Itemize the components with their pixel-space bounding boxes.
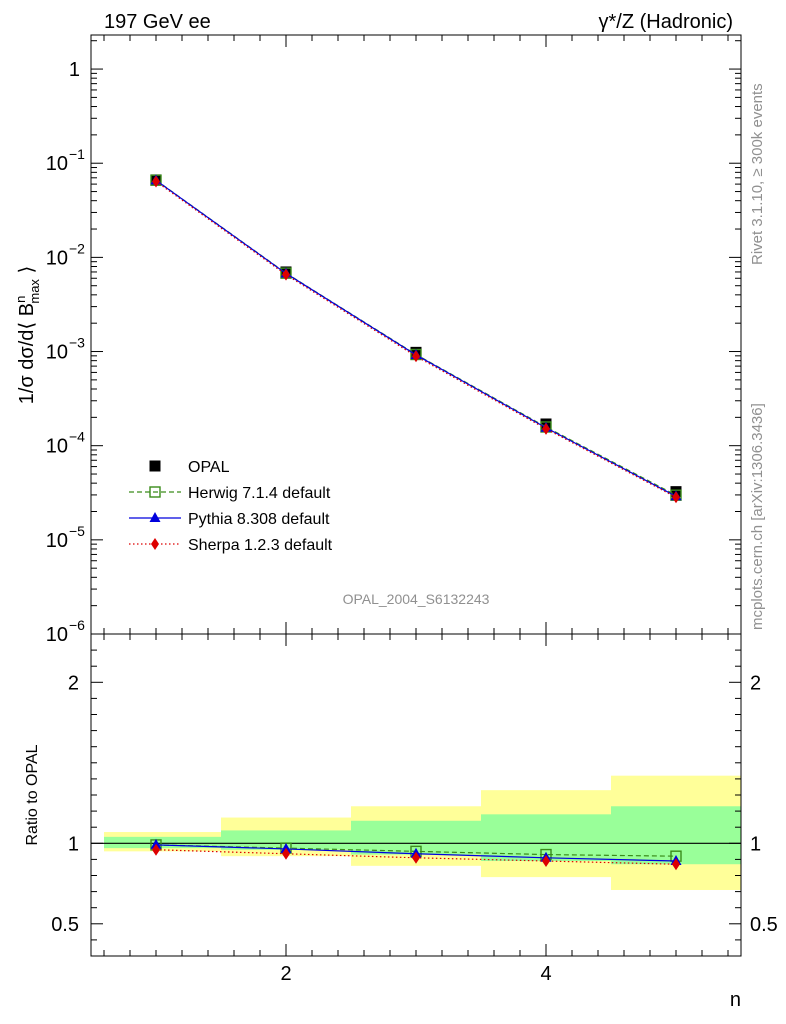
main-ytick-label: 1 xyxy=(69,59,80,81)
ratio-panel: 0.5 0.5 1 1 2 2 2 4 Ratio to OPAL n xyxy=(24,633,778,1011)
ratio-sherpa-point xyxy=(152,843,160,856)
ratio-ytick-label-left: 1 xyxy=(68,833,79,855)
main-ytick-exp: −3 xyxy=(69,335,85,351)
legend-marker-pythia xyxy=(149,512,161,522)
ratio-sherpa-point xyxy=(542,855,550,868)
watermark: OPAL_2004_S6132243 xyxy=(343,591,490,607)
main-ytick-exp: −5 xyxy=(69,523,85,539)
ratio-ytick-label-left: 0.5 xyxy=(51,914,79,936)
legend-label-sherpa: Sherpa 1.2.3 default xyxy=(188,537,333,554)
ratio-ylabel: Ratio to OPAL xyxy=(24,744,41,845)
ratio-xtick-label: 2 xyxy=(280,963,291,985)
legend-label-pythia: Pythia 8.308 default xyxy=(188,511,330,528)
main-ytick-exp: −6 xyxy=(69,617,85,633)
legend-marker-opal xyxy=(149,460,161,472)
sherpa-point xyxy=(412,350,420,363)
main-ytick-exp: −1 xyxy=(69,146,85,162)
main-ytick-label: 10 xyxy=(46,342,68,364)
sherpa-point xyxy=(542,422,550,435)
ratio-xtick-label: 4 xyxy=(540,963,551,985)
rivet-label: Rivet 3.1.10, ≥ 300k events xyxy=(749,83,766,265)
sherpa-point xyxy=(152,175,160,188)
main-ytick-label: 10 xyxy=(46,436,68,458)
main-ytick-label: 10 xyxy=(46,247,68,269)
ratio-ytick-label-right: 1 xyxy=(750,833,761,855)
main-ylabel: 1/σ dσ/d⟨ Bnmax ⟩ xyxy=(13,266,42,405)
header-right: γ*/Z (Hadronic) xyxy=(599,11,733,33)
main-ytick-label: 10 xyxy=(46,624,68,646)
main-ytick-exp: −4 xyxy=(69,429,85,445)
main-ytick-label: 10 xyxy=(46,153,68,175)
herwig-line xyxy=(155,179,677,496)
ratio-ytick-label-right: 0.5 xyxy=(750,914,778,936)
ratio-ytick-label-left: 2 xyxy=(68,672,79,694)
main-ytick-label: 10 xyxy=(46,530,68,552)
main-ytick-exp: −2 xyxy=(69,240,85,256)
sherpa-line xyxy=(155,180,677,498)
header-left: 197 GeV ee xyxy=(104,11,211,33)
legend-marker-herwig xyxy=(149,486,161,498)
ratio-sherpa-point xyxy=(412,851,420,864)
legend-label-herwig: Herwig 7.1.4 default xyxy=(188,485,331,502)
sherpa-point xyxy=(672,491,680,504)
legend-marker-sherpa xyxy=(151,538,159,550)
ratio-band-green xyxy=(611,806,741,865)
sherpa-point xyxy=(282,268,290,281)
ratio-sherpa-point xyxy=(282,847,290,860)
legend-label-opal: OPAL xyxy=(188,459,230,476)
ratio-xlabel: n xyxy=(730,989,741,1011)
ratio-ytick-label-right: 2 xyxy=(750,672,761,694)
ratio-sherpa-point xyxy=(672,858,680,871)
pythia-line xyxy=(155,179,677,497)
mcplots-label: mcplots.cern.ch [arXiv:1306.3436] xyxy=(749,403,766,630)
ratio-band-green xyxy=(104,836,221,849)
main-panel: 10−610−510−410−310−210 −111/σ dσ/d⟨ Bnmax… xyxy=(13,34,742,646)
ratio-band-green xyxy=(221,830,351,850)
